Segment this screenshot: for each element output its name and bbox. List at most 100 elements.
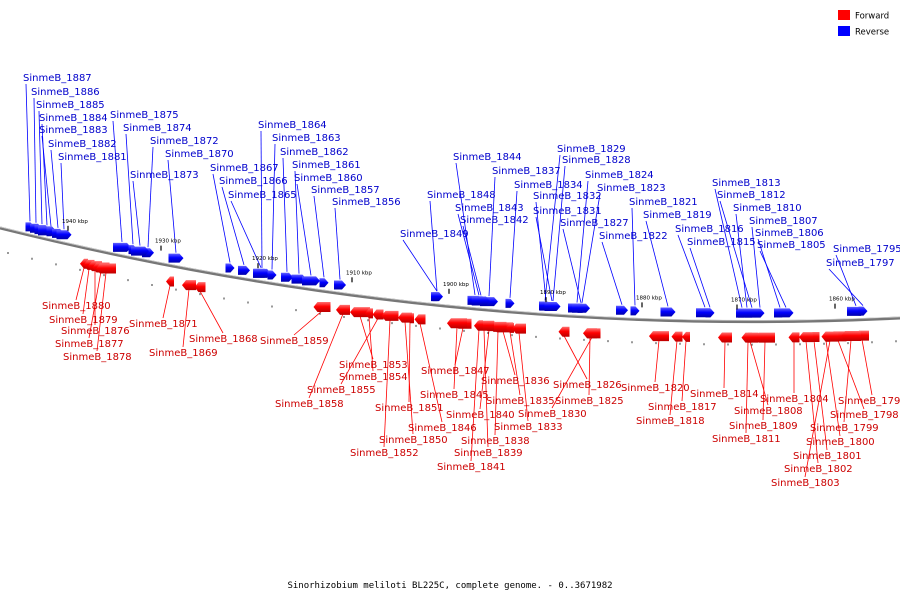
reverse-gene-label: SinmeB_1887 [23, 73, 92, 84]
reverse-gene-arrow[interactable] [334, 280, 346, 290]
reverse-gene-arrow[interactable] [131, 246, 149, 256]
reverse-gene-label: SinmeB_1807 [749, 216, 818, 227]
forward-gene-arrow[interactable] [558, 326, 570, 337]
forward-gene-arrow[interactable] [475, 320, 483, 331]
forward-gene-label: SinmeB_1859 [260, 336, 329, 347]
forward-gene-arrow[interactable] [841, 330, 861, 341]
forward-leader-line [669, 340, 678, 416]
reverse-gene-label: SinmeB_1843 [455, 203, 524, 214]
forward-gene-label: SinmeB_1858 [275, 399, 344, 410]
reverse-gene-arrow[interactable] [267, 270, 277, 280]
reverse-gene-arrow[interactable] [56, 230, 72, 240]
reverse-leader-line [50, 149, 59, 228]
reverse-gene-label: SinmeB_1832 [533, 191, 602, 202]
reverse-leader-line [230, 200, 262, 268]
reverse-gene-arrow[interactable] [858, 306, 868, 316]
forward-leader-line [681, 340, 687, 402]
forward-gene-arrow[interactable] [799, 332, 813, 343]
reverse-gene-label: SinmeB_1812 [717, 190, 786, 201]
reverse-leader-line [212, 173, 231, 263]
reverse-gene-arrow[interactable] [113, 242, 131, 252]
forward-gene-label: SinmeB_1801 [793, 451, 862, 462]
forward-leader-line [82, 268, 90, 315]
reverse-gene-arrow[interactable] [281, 272, 293, 282]
forward-gene-arrow[interactable] [788, 332, 800, 343]
forward-gene-arrow[interactable] [313, 301, 331, 312]
reverse-gene-arrow[interactable] [660, 307, 676, 317]
forward-gene-arrow[interactable] [744, 332, 752, 343]
forward-gene-arrow[interactable] [583, 328, 601, 339]
genome-backbone [0, 226, 900, 324]
forward-gene-label: SinmeB_1833 [494, 422, 563, 433]
reverse-gene-arrow[interactable] [505, 298, 515, 308]
reverse-gene-label: SinmeB_1795 [833, 244, 900, 255]
reverse-gene-arrow[interactable] [616, 305, 628, 315]
forward-gene-arrow[interactable] [821, 331, 839, 342]
reverse-gene-label: SinmeB_1827 [560, 218, 629, 229]
forward-gene-arrow[interactable] [365, 308, 373, 319]
forward-gene-arrow[interactable] [398, 312, 412, 323]
forward-gene-arrow[interactable] [350, 307, 370, 318]
reverse-gene-arrow[interactable] [253, 268, 271, 278]
forward-gene-arrow[interactable] [755, 332, 775, 343]
reverse-gene-label: SinmeB_1865 [228, 190, 297, 201]
forward-leader-line [383, 319, 391, 448]
forward-gene-arrow[interactable] [414, 314, 426, 325]
reverse-leader-line [719, 200, 753, 308]
reverse-gene-label: SinmeB_1819 [643, 210, 712, 221]
forward-gene-label: SinmeB_1820 [621, 383, 690, 394]
reverse-gene-arrow[interactable] [544, 301, 560, 311]
reverse-leader-line [757, 238, 781, 308]
forward-gene-arrow[interactable] [182, 280, 196, 291]
forward-gene-arrow[interactable] [372, 309, 384, 320]
reverse-gene-label: SinmeB_1828 [562, 155, 631, 166]
reverse-gene-arrow[interactable] [738, 308, 756, 318]
reverse-gene-arrow[interactable] [302, 276, 320, 286]
legend-forward-label: Forward [855, 12, 889, 22]
forward-gene-arrow[interactable] [381, 310, 399, 321]
forward-gene-arrow[interactable] [718, 332, 732, 343]
reverse-gene-arrow[interactable] [572, 303, 590, 313]
forward-gene-arrow[interactable] [506, 322, 514, 333]
forward-gene-label: SinmeB_1839 [454, 448, 523, 459]
reverse-gene-arrow[interactable] [705, 308, 715, 318]
reverse-gene-arrow[interactable] [630, 306, 640, 316]
forward-gene-arrow[interactable] [194, 282, 206, 293]
reverse-gene-arrow[interactable] [319, 278, 329, 288]
forward-gene-label: SinmeB_1814 [690, 389, 759, 400]
forward-gene-arrow[interactable] [447, 318, 467, 329]
forward-gene-label: SinmeB_1854 [339, 372, 408, 383]
reverse-gene-label: SinmeB_1829 [557, 144, 626, 155]
reverse-leader-line [759, 250, 787, 308]
forward-gene-arrow[interactable] [682, 331, 690, 342]
forward-gene-arrow[interactable] [512, 323, 526, 334]
reverse-leader-line [33, 97, 37, 223]
reverse-gene-arrow[interactable] [168, 253, 184, 263]
forward-gene-arrow[interactable] [96, 263, 116, 274]
forward-gene-label: SinmeB_1838 [461, 436, 530, 447]
reverse-gene-arrow[interactable] [472, 296, 490, 306]
forward-leader-line [359, 316, 374, 360]
forward-gene-arrow[interactable] [671, 331, 683, 342]
forward-gene-arrow[interactable] [336, 304, 350, 315]
forward-gene-label: SinmeB_1811 [712, 434, 781, 445]
forward-leader-line [825, 340, 841, 437]
reverse-gene-arrow[interactable] [432, 292, 442, 302]
reverse-gene-arrow[interactable] [238, 265, 250, 275]
reverse-leader-line [402, 239, 438, 292]
forward-leader-line [293, 310, 323, 336]
forward-gene-arrow[interactable] [166, 276, 174, 287]
forward-gene-arrow[interactable] [649, 331, 669, 342]
forward-gene-label: SinmeB_1825 [555, 396, 624, 407]
reverse-gene-arrow[interactable] [755, 308, 765, 318]
reverse-leader-line [535, 216, 553, 302]
reverse-gene-label: SinmeB_1805 [757, 240, 826, 251]
reverse-leader-line [751, 226, 761, 308]
reverse-leader-line [313, 195, 325, 278]
forward-leader-line [654, 340, 660, 383]
reverse-gene-label: SinmeB_1813 [712, 178, 781, 189]
forward-leader-line [75, 267, 85, 301]
reverse-gene-arrow[interactable] [778, 308, 794, 318]
reverse-gene-arrow[interactable] [225, 263, 235, 273]
